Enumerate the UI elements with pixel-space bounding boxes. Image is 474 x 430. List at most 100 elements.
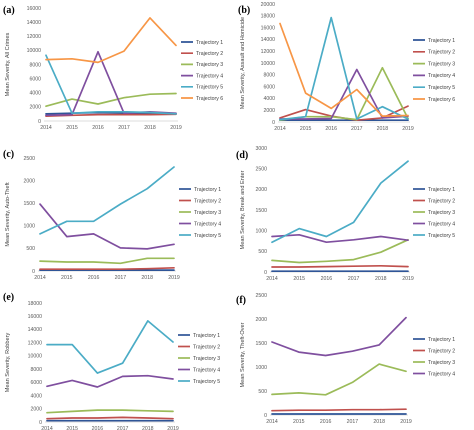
series-line [39, 203, 175, 250]
x-tick-label: 2015 [66, 426, 78, 430]
y-tick-label: 8000 [30, 367, 42, 373]
panel-letter: (d) [236, 150, 248, 161]
legend-label: Trajectory 1 [194, 187, 221, 193]
panel-c: (c) Mean Severity, Auto-Theft 0 500 1000 1500… [3, 149, 221, 281]
x-tick-label: 2018 [144, 125, 156, 131]
legend-label: Trajectory 2 [194, 198, 221, 204]
legend-label: Trajectory 1 [428, 38, 455, 44]
x-tick-label: 2014 [266, 419, 278, 425]
x-tick-label: 2014 [40, 125, 52, 131]
y-tick-label: 14000 [27, 20, 42, 26]
series-line [279, 68, 409, 120]
x-tick-label: 2019 [168, 275, 180, 281]
x-tick-label: 2014 [266, 276, 278, 282]
series-line [279, 16, 409, 121]
x-tick-label: 2016 [92, 125, 104, 131]
x-tick-label: 2019 [400, 419, 412, 425]
legend-label: Trajectory 4 [428, 221, 455, 227]
legend-label: Trajectory 4 [193, 367, 220, 373]
legend: Trajectory 1 Trajectory 2 Trajectory 3 Traj… [178, 333, 220, 385]
legend-label: Trajectory 4 [194, 221, 221, 227]
y-tick-label: 2000 [255, 317, 267, 323]
y-axis-label: Mean Severity, Break and Enter [240, 170, 246, 249]
y-tick-label: 500 [258, 389, 267, 395]
legend-label: Trajectory 5 [196, 85, 223, 91]
x-tick-label: 2019 [167, 426, 179, 430]
legend-label: Trajectory 1 [428, 187, 455, 193]
y-axis-label: Mean Severity, Assault and Homicide [240, 17, 246, 109]
legend-label: Trajectory 4 [196, 73, 223, 79]
y-tick-label: 16000 [27, 6, 42, 12]
y-tick-label: 10000 [28, 354, 43, 360]
y-tick-label: 1000 [255, 365, 267, 371]
y-tick-label: 2000 [23, 178, 35, 184]
y-tick-label: 14000 [28, 327, 43, 333]
legend-label: Trajectory 3 [428, 360, 455, 366]
panel-letter: (f) [236, 295, 246, 306]
y-tick-label: 16000 [28, 314, 43, 320]
series-line [271, 238, 409, 264]
legend-label: Trajectory 4 [428, 371, 455, 377]
panel-letter: (e) [3, 292, 14, 303]
panel-letter: (c) [3, 149, 14, 160]
legend-label: Trajectory 4 [428, 73, 455, 79]
y-tick-label: 2000 [30, 407, 42, 413]
series-line [46, 416, 174, 420]
y-tick-label: 6000 [263, 84, 275, 90]
x-tick-label: 2017 [351, 126, 363, 132]
x-tick-label: 2018 [375, 276, 387, 282]
legend-label: Trajectory 1 [196, 40, 223, 46]
y-tick-label: 0 [264, 270, 267, 276]
series-line [45, 17, 177, 64]
series-line [46, 374, 174, 388]
y-tick-label: 4000 [30, 393, 42, 399]
y-tick-label: 16000 [261, 25, 276, 31]
legend-label: Trajectory 6 [196, 96, 223, 102]
series-line [271, 233, 409, 244]
legend-label: Trajectory 5 [428, 85, 455, 91]
panel-a: (a) Mean Severity, All Crimes 0 2000 4000 600… [3, 5, 223, 131]
series-line [271, 264, 409, 268]
y-tick-label: 2500 [255, 166, 267, 172]
y-tick-label: 2500 [23, 156, 35, 162]
x-tick-label: 2015 [66, 125, 78, 131]
x-tick-label: 2014 [34, 275, 46, 281]
x-tick-label: 2019 [170, 125, 182, 131]
y-tick-label: 2000 [263, 108, 275, 114]
y-tick-label: 1000 [255, 228, 267, 234]
y-tick-label: 12000 [28, 340, 43, 346]
x-tick-label: 2018 [141, 275, 153, 281]
legend-label: Trajectory 3 [196, 62, 223, 68]
y-tick-label: 18000 [261, 14, 276, 20]
series-line [46, 320, 174, 374]
legend-label: Trajectory 3 [428, 61, 455, 67]
y-tick-label: 6000 [30, 380, 42, 386]
y-axis-label: Mean Severity, Robbery [5, 333, 11, 393]
y-tick-label: 14000 [261, 37, 276, 43]
x-tick-label: 2016 [92, 426, 104, 430]
x-tick-label: 2016 [88, 275, 100, 281]
y-tick-label: 1500 [255, 208, 267, 214]
legend-label: Trajectory 2 [428, 50, 455, 56]
y-tick-label: 1500 [255, 341, 267, 347]
x-tick-label: 2014 [41, 426, 53, 430]
legend-label: Trajectory 2 [196, 51, 223, 57]
y-axis-label: Mean Severity, All Crimes [5, 32, 11, 96]
series-line [39, 266, 175, 271]
legend: Trajectory 1 Trajectory 2 Trajectory 3 Traj… [181, 40, 223, 102]
y-tick-label: 6000 [29, 76, 41, 82]
y-tick-label: 4000 [263, 96, 275, 102]
series-line [39, 257, 175, 265]
x-tick-label: 2019 [402, 276, 414, 282]
y-tick-label: 0 [32, 269, 35, 275]
y-tick-label: 0 [39, 420, 42, 426]
x-tick-label: 2017 [347, 419, 359, 425]
x-tick-label: 2016 [321, 276, 333, 282]
y-tick-label: 500 [26, 246, 35, 252]
y-tick-label: 10000 [261, 61, 276, 67]
legend-label: Trajectory 3 [194, 210, 221, 216]
series-line [279, 22, 409, 117]
y-tick-label: 2000 [255, 187, 267, 193]
x-tick-label: 2018 [377, 126, 389, 132]
y-tick-label: 8000 [263, 73, 275, 79]
